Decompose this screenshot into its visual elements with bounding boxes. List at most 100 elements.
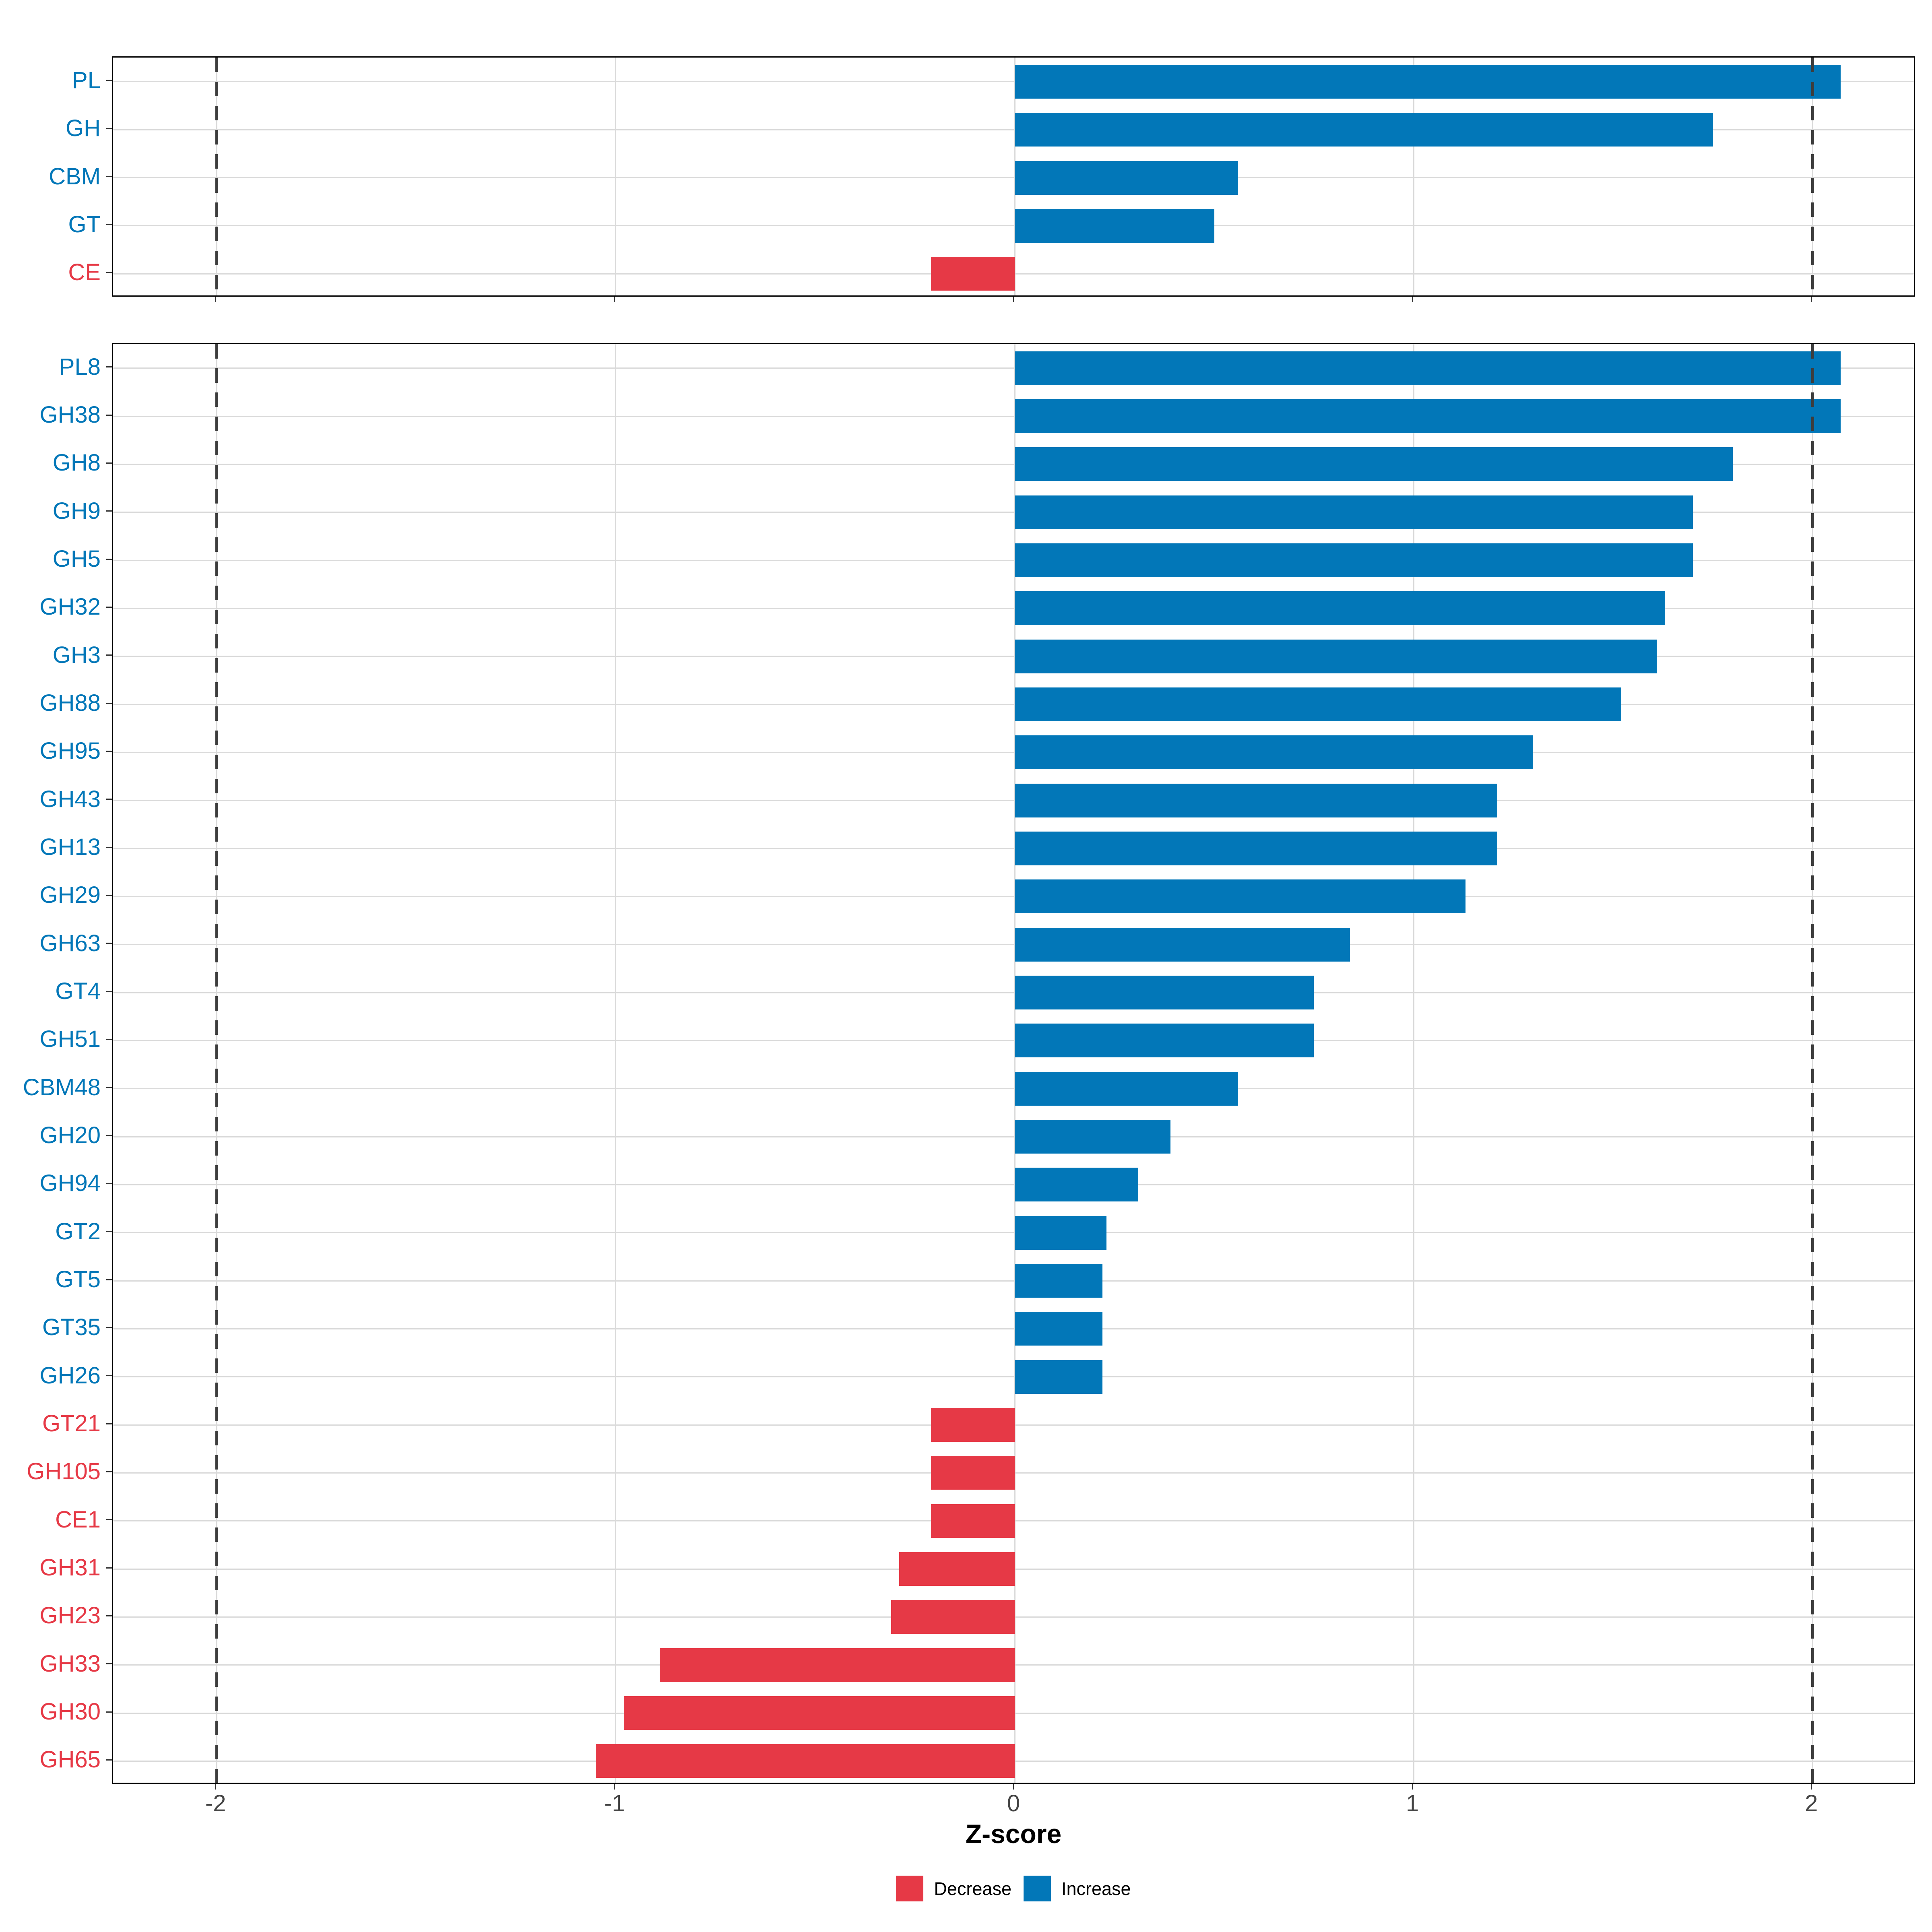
bar-GH30 [623, 1696, 1015, 1730]
x-tick-label: -2 [205, 1790, 226, 1816]
category-label-CBM48: CBM48 [23, 1074, 101, 1100]
x-axis-tick [614, 297, 615, 302]
y-axis-tick [106, 510, 112, 512]
x-tick-label: 1 [1406, 1790, 1419, 1816]
category-label-GT2: GT2 [55, 1218, 101, 1245]
category-label-GH65: GH65 [39, 1746, 101, 1773]
bar-GH29 [1015, 879, 1466, 914]
legend-label-decrease: Decrease [934, 1878, 1011, 1899]
y-axis-tick [106, 1759, 112, 1761]
category-label-GH: GH [66, 115, 101, 142]
y-axis-tick [106, 1327, 112, 1328]
bar-GH33 [659, 1648, 1015, 1682]
y-axis-tick [106, 1038, 112, 1040]
bar-GH23 [891, 1600, 1015, 1634]
x-tick-label: -1 [604, 1790, 625, 1816]
gridline-horizontal [113, 415, 1914, 417]
y-axis-tick [106, 1423, 112, 1424]
bar-CBM48 [1015, 1071, 1238, 1106]
y-axis-tick [106, 462, 112, 464]
bar-GT21 [931, 1408, 1015, 1442]
gridline-horizontal [113, 1088, 1914, 1090]
legend-key-decrease-swatch [896, 1876, 924, 1901]
category-label-GH8: GH8 [52, 450, 101, 476]
gridline-horizontal [113, 607, 1914, 609]
gridline-horizontal [113, 1040, 1914, 1041]
bar-GH20 [1015, 1120, 1170, 1154]
x-axis-tick [614, 1784, 615, 1790]
gridline-horizontal [113, 751, 1914, 753]
x-axis-tick [1810, 1784, 1812, 1790]
category-label-GT21: GT21 [42, 1410, 101, 1437]
y-axis-tick [106, 750, 112, 752]
category-label-GH9: GH9 [52, 497, 101, 524]
category-label-GH95: GH95 [39, 738, 101, 764]
gridline-horizontal [113, 800, 1914, 801]
y-axis-tick [106, 894, 112, 896]
y-axis-tick [106, 1567, 112, 1569]
category-label-GH94: GH94 [39, 1170, 101, 1197]
y-axis-tick [106, 606, 112, 608]
category-label-GH88: GH88 [39, 690, 101, 716]
bar-CE [931, 257, 1015, 291]
category-label-GT35: GT35 [42, 1314, 101, 1341]
gridline-horizontal [113, 992, 1914, 993]
x-tick-label: 2 [1805, 1790, 1818, 1816]
y-axis-tick [106, 1375, 112, 1377]
category-label-GH63: GH63 [39, 930, 101, 956]
category-label-GH3: GH3 [52, 642, 101, 668]
gridline-horizontal [113, 656, 1914, 657]
gridline-horizontal [113, 1328, 1914, 1329]
gridline-horizontal [113, 944, 1914, 945]
x-axis-tick [1013, 1784, 1014, 1790]
x-axis-tick [1412, 1784, 1413, 1790]
gridline-horizontal [113, 463, 1914, 465]
y-axis-tick [106, 799, 112, 800]
bar-GH38 [1015, 399, 1841, 433]
category-label-GH5: GH5 [52, 546, 101, 572]
bar-GH88 [1015, 687, 1621, 721]
bar-GT4 [1015, 976, 1314, 1009]
bar-GH5 [1015, 543, 1693, 577]
y-axis-tick [106, 224, 112, 225]
y-axis-tick [106, 414, 112, 416]
bar-GH8 [1015, 447, 1733, 481]
y-axis-tick [106, 702, 112, 704]
category-label-GH29: GH29 [39, 882, 101, 908]
gridline-horizontal [113, 129, 1914, 130]
y-axis-tick [106, 1519, 112, 1521]
gridline-horizontal [113, 1184, 1914, 1185]
gridline-vertical [615, 344, 617, 1783]
dashed-guide-line [215, 58, 219, 295]
x-axis-title: Z-score [965, 1819, 1062, 1849]
y-axis-tick [106, 943, 112, 944]
category-label-GH20: GH20 [39, 1122, 101, 1148]
y-axis-tick [106, 991, 112, 992]
legend-item-decrease: Decrease [896, 1876, 1011, 1901]
y-axis-tick [106, 272, 112, 273]
legend: Decrease Increase [112, 1876, 1915, 1901]
bar-GH32 [1015, 591, 1665, 625]
gridline-horizontal [113, 225, 1914, 227]
x-axis-tick [1810, 297, 1812, 302]
bar-GH63 [1015, 927, 1350, 962]
bar-GT35 [1015, 1312, 1103, 1346]
x-axis-tick [1013, 297, 1014, 302]
bar-CBM [1015, 161, 1238, 195]
x-axis-tick [1412, 297, 1413, 302]
category-label-GH31: GH31 [39, 1554, 101, 1581]
y-axis-tick [106, 1183, 112, 1184]
panel-cazyme-families [112, 343, 1915, 1784]
y-axis-tick [106, 366, 112, 368]
x-tick-label: 0 [1007, 1790, 1020, 1816]
y-axis-tick [106, 1231, 112, 1232]
bar-GH26 [1015, 1360, 1103, 1394]
gridline-vertical [1014, 344, 1016, 1783]
category-label-GH51: GH51 [39, 1026, 101, 1053]
x-axis-tick [215, 297, 217, 302]
bar-GH [1015, 113, 1713, 147]
gridline-horizontal [113, 1376, 1914, 1378]
bar-PL8 [1015, 351, 1841, 385]
y-axis-tick [106, 176, 112, 177]
